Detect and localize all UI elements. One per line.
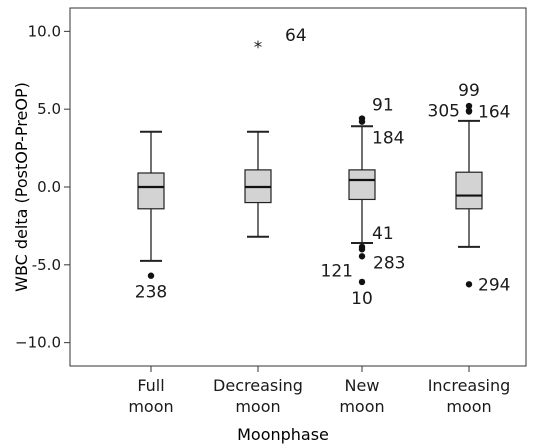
outlier-label: 238 xyxy=(135,283,167,303)
x-category-label: New moon xyxy=(339,376,384,416)
iqr-box xyxy=(348,169,376,201)
outlier-label: 10 xyxy=(351,289,373,309)
y-tick-label: 10.0 xyxy=(28,22,61,40)
x-axis-category-labels: Full moon Decreasing moon New moon Increasing m… xyxy=(128,366,510,416)
x-category-label-line: moon xyxy=(446,397,491,416)
outlier-label: 294 xyxy=(478,275,510,295)
x-category-label-line: moon xyxy=(128,397,173,416)
x-category-label-line: moon xyxy=(235,397,280,416)
outlier-dot xyxy=(358,253,366,260)
y-axis-title: WBC delta (PostOP-PreOP) xyxy=(12,82,31,292)
outlier-dot xyxy=(358,278,366,286)
x-category-label-line: moon xyxy=(339,397,384,416)
outlier-label: 91 xyxy=(372,96,394,116)
x-category-label-line: Increasing xyxy=(428,376,511,395)
x-category-label-line: Decreasing xyxy=(213,376,303,395)
y-tick-label: 0.0 xyxy=(37,178,61,196)
x-axis-title: Moonphase xyxy=(237,425,329,444)
outlier-label: 184 xyxy=(372,129,404,149)
x-category-label: Increasing moon xyxy=(428,376,511,416)
outlier-dot xyxy=(465,102,473,110)
outlier-dot xyxy=(358,246,366,253)
outlier-label: 64 xyxy=(285,26,307,46)
outlier-label: 164 xyxy=(478,103,510,123)
x-category-label: Decreasing moon xyxy=(213,376,303,416)
x-category-label-line: Full xyxy=(137,376,164,395)
outlier-dot xyxy=(465,281,473,288)
outlier-label: 283 xyxy=(373,253,405,273)
y-tick-label: −10.0 xyxy=(15,334,61,352)
outlier-label: 41 xyxy=(372,224,394,244)
outlier-dot xyxy=(147,272,155,279)
outlier-dot xyxy=(358,118,366,125)
y-tick-label: 5.0 xyxy=(37,100,61,118)
y-axis-ticks: 10.0 5.0 0.0 -5.0 −10.0 xyxy=(15,22,70,352)
outlier-dot xyxy=(465,108,473,115)
outlier-label: 121 xyxy=(321,261,353,281)
outlier-label: 305 xyxy=(428,102,460,122)
y-tick-label: -5.0 xyxy=(32,256,61,274)
outlier-star-marker: * xyxy=(254,38,263,58)
iqr-box xyxy=(137,172,165,210)
iqr-box xyxy=(455,171,483,210)
box-group: 238 xyxy=(135,130,167,303)
x-category-label: Full moon xyxy=(128,376,173,416)
outlier-label: 99 xyxy=(458,81,480,101)
box-group: * 64 xyxy=(244,26,307,238)
x-category-label-line: New xyxy=(345,376,380,395)
